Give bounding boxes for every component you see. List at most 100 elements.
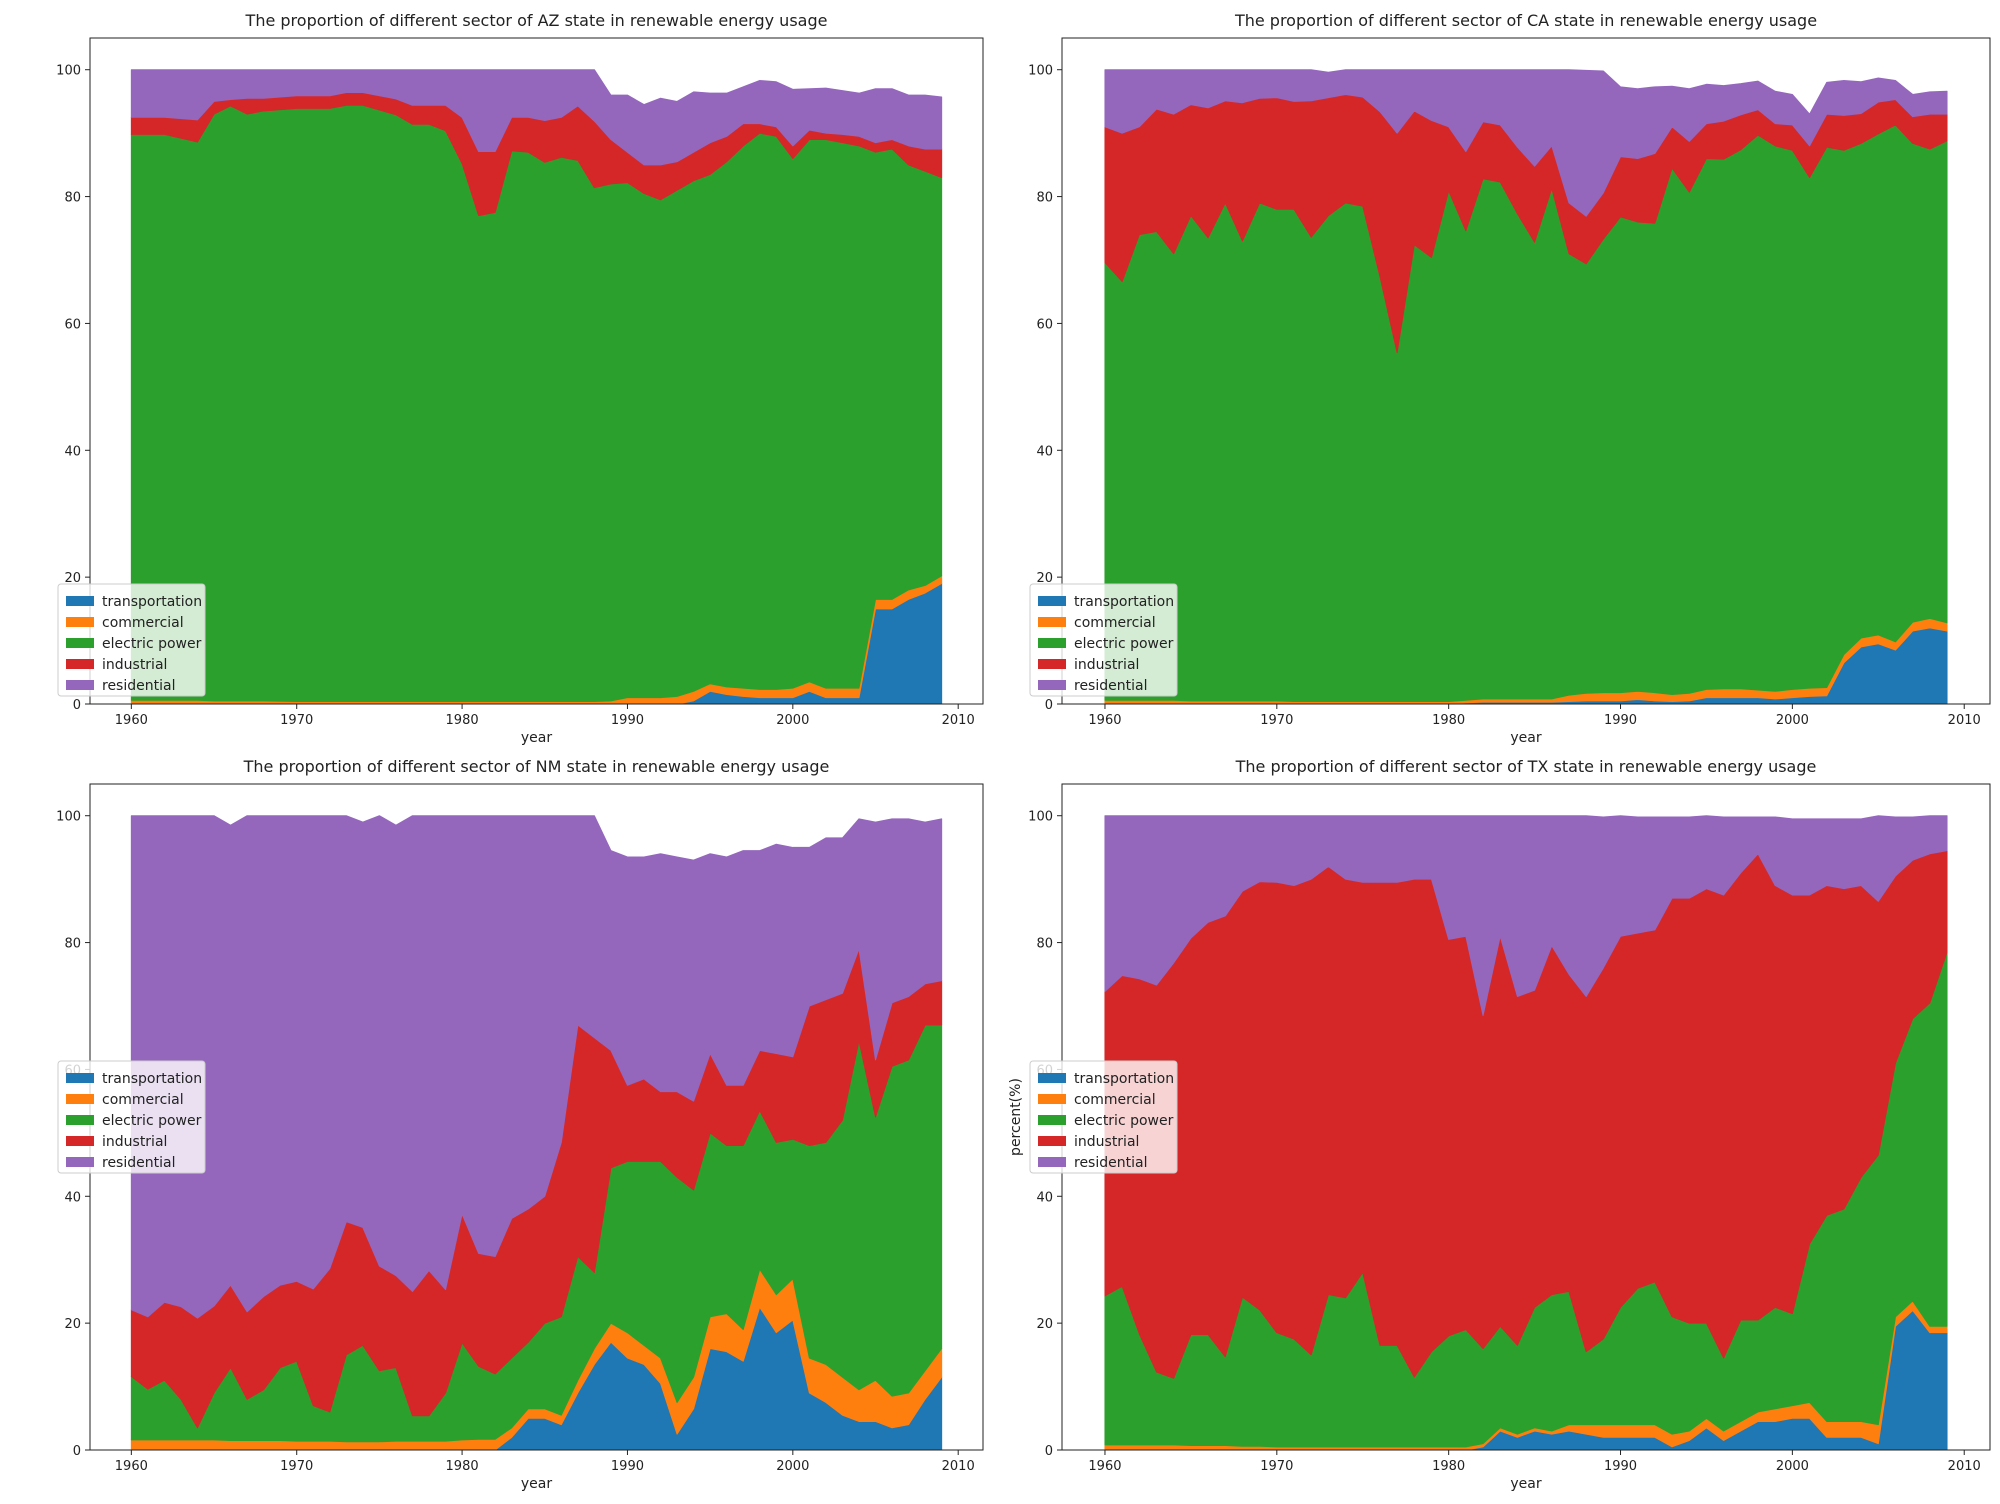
legend-label-electric-power: electric power (102, 1113, 202, 1129)
legend-label-transportation: transportation (1074, 594, 1174, 610)
legend-swatch-transportation (1038, 596, 1066, 606)
legend: transportation commercial electric power in… (57, 583, 206, 697)
x-tick-label: 1970 (1260, 713, 1293, 728)
x-tick-label: 1960 (115, 713, 148, 728)
legend-label-industrial: industrial (102, 657, 167, 673)
x-axis-label: year (521, 1476, 552, 1492)
legend-swatch-commercial (66, 617, 94, 627)
legend-box (57, 583, 206, 697)
legend-swatch-industrial (1038, 659, 1066, 669)
legend-label-residential: residential (1074, 678, 1147, 694)
area-residential (130, 815, 943, 1319)
y-tick-label: 80 (64, 937, 81, 952)
legend-label-electric-power: electric power (1074, 636, 1174, 652)
y-tick-label: 0 (1045, 698, 1053, 713)
legend-swatch-commercial (1038, 617, 1066, 627)
x-tick-label: 1990 (1604, 713, 1637, 728)
x-tick-label: 2000 (1776, 1459, 1809, 1474)
chart-title-nm: The proportion of different sector of NM… (243, 757, 830, 776)
area-residential (130, 69, 943, 166)
x-tick-label: 2010 (942, 1459, 975, 1474)
area-residential (1104, 69, 1948, 217)
y-tick-label: 0 (73, 698, 81, 713)
legend-swatch-transportation (66, 1073, 94, 1083)
legend-swatch-transportation (66, 596, 94, 606)
x-tick-label: 2010 (942, 713, 975, 728)
legend-label-transportation: transportation (102, 1071, 202, 1087)
axes-frame (1061, 37, 1991, 705)
y-axis-label: percent(%) (1008, 1078, 1024, 1156)
legend-label-residential: residential (1074, 1155, 1147, 1171)
chart-panel-tx: 196019701980199020002010020406080100The … (1008, 757, 1991, 1492)
y-tick-label: 40 (1036, 1190, 1053, 1205)
legend-label-industrial: industrial (1074, 1134, 1139, 1150)
x-tick-label: 2000 (1776, 713, 1809, 728)
legend-box (1029, 1060, 1178, 1174)
y-tick-label: 20 (1036, 571, 1053, 586)
x-tick-label: 1980 (446, 713, 479, 728)
legend-swatch-industrial (66, 659, 94, 669)
chart-panel-az: 1960 1970 1980 1990 2000 2010 0 20 40 60 80 100 The … (56, 11, 984, 746)
y-tick-label: 20 (64, 1317, 81, 1332)
legend-box (57, 1060, 206, 1174)
y-tick-label: 100 (56, 810, 81, 825)
y-tick-label: 0 (73, 1444, 81, 1459)
x-tick-label: 1990 (1604, 1459, 1637, 1474)
y-tick-label: 40 (64, 444, 81, 459)
chart-panel-ca: 1960 1970 1980 1990 2000 2010 0 20 40 60 80 100 The … (1028, 11, 1991, 746)
x-axis-label: year (1510, 730, 1541, 746)
x-tick-label: 1970 (280, 713, 313, 728)
legend-label-industrial: industrial (102, 1134, 167, 1150)
legend-swatch-industrial (1038, 1136, 1066, 1146)
x-tick-label: 1970 (1260, 1459, 1293, 1474)
x-tick-label: 1990 (611, 1459, 644, 1474)
legend-label-transportation: transportation (1074, 1071, 1174, 1087)
y-tick-label: 40 (1036, 444, 1053, 459)
x-axis-label: year (1510, 1476, 1541, 1492)
legend: transportation commercial electric power in… (57, 1060, 206, 1174)
y-tick-label: 20 (1036, 1317, 1053, 1332)
legend-swatch-residential (1038, 1157, 1066, 1167)
y-tick-label: 60 (1036, 317, 1053, 332)
legend-swatch-electric-power (1038, 1115, 1066, 1125)
legend-swatch-electric-power (66, 638, 94, 648)
x-axis-label: year (521, 730, 552, 746)
legend-swatch-electric-power (66, 1115, 94, 1125)
x-tick-label: 1960 (1088, 1459, 1121, 1474)
legend-swatch-industrial (66, 1136, 94, 1146)
legend-swatch-electric-power (1038, 638, 1066, 648)
x-tick-label: 2000 (776, 1459, 809, 1474)
x-tick-label: 2010 (1948, 1459, 1981, 1474)
y-tick-label: 80 (1036, 937, 1053, 952)
legend-label-commercial: commercial (1074, 1092, 1156, 1108)
x-tick-label: 1980 (1432, 713, 1465, 728)
y-tick-label: 100 (1028, 64, 1053, 79)
y-tick-label: 40 (64, 1190, 81, 1205)
x-tick-label: 1980 (1432, 1459, 1465, 1474)
x-tick-label: 1980 (446, 1459, 479, 1474)
y-tick-label: 20 (64, 571, 81, 586)
x-tick-label: 1960 (1088, 713, 1121, 728)
legend-label-residential: residential (102, 1155, 175, 1171)
chart-title-az: The proportion of different sector of AZ… (245, 11, 828, 30)
legend: transportation commercial electric power in… (1029, 1060, 1178, 1174)
legend: transportation commercial electric power in… (1029, 583, 1178, 697)
legend-swatch-commercial (1038, 1094, 1066, 1104)
chart-panel-nm: 196019701980199020002010020406080100The … (56, 757, 984, 1492)
legend-swatch-transportation (1038, 1073, 1066, 1083)
y-tick-label: 80 (64, 191, 81, 206)
legend-label-commercial: commercial (102, 1092, 184, 1108)
legend-label-commercial: commercial (102, 615, 184, 631)
x-tick-label: 1990 (611, 713, 644, 728)
y-tick-label: 80 (1036, 191, 1053, 206)
legend-label-industrial: industrial (1074, 657, 1139, 673)
legend-label-transportation: transportation (102, 594, 202, 610)
legend-swatch-residential (66, 680, 94, 690)
legend-box (1029, 583, 1178, 697)
x-tick-label: 2000 (776, 713, 809, 728)
legend-swatch-residential (1038, 680, 1066, 690)
legend-label-commercial: commercial (1074, 615, 1156, 631)
chart-title-tx: The proportion of different sector of TX… (1235, 757, 1817, 776)
area-residential (1104, 815, 1948, 1017)
